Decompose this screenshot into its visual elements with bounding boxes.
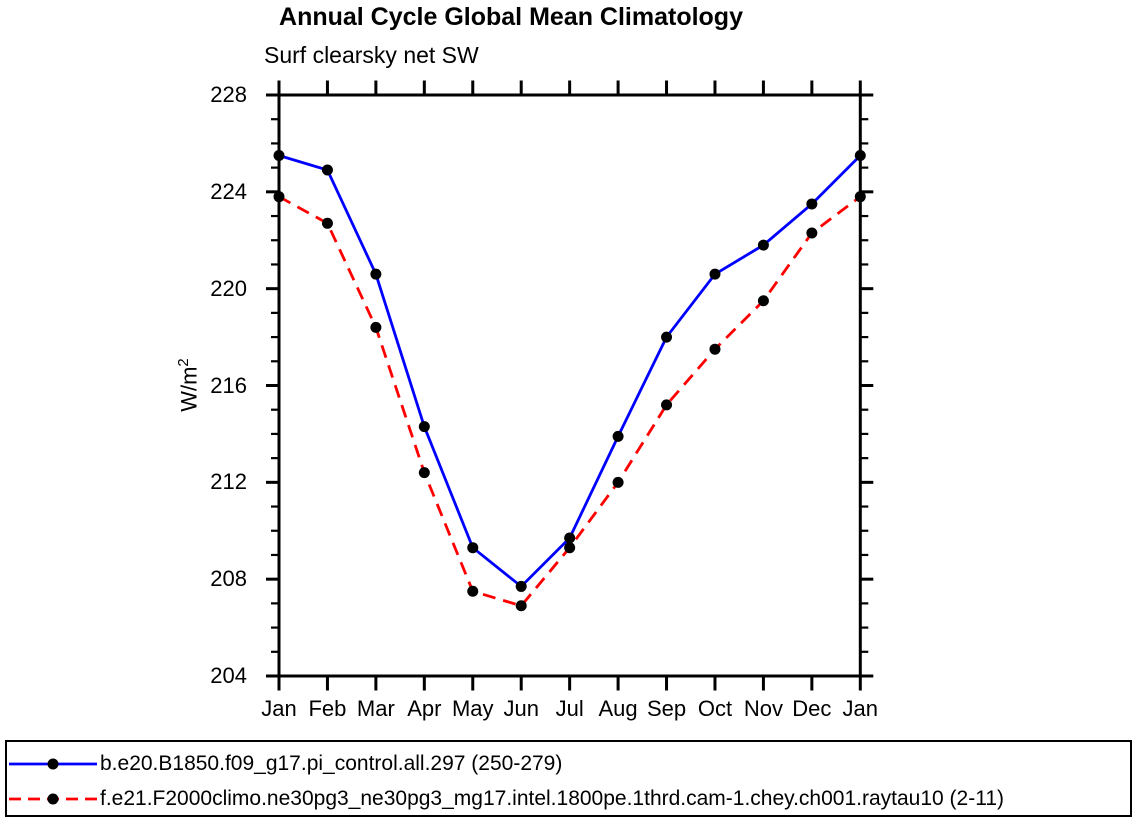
x-tick-label: Mar <box>356 696 395 721</box>
y-tick-label: 204 <box>210 663 247 688</box>
data-point-marker <box>273 191 285 203</box>
y-tick-label: 212 <box>210 469 247 495</box>
data-point-marker <box>321 164 333 176</box>
legend-item: f.e21.F2000climo.ne30pg3_ne30pg3_mg17.in… <box>9 784 1004 814</box>
data-point-marker <box>806 227 818 239</box>
data-point-marker <box>321 217 333 229</box>
chart-title: Annual Cycle Global Mean Climatology <box>279 3 743 31</box>
data-point-marker <box>273 150 285 162</box>
data-point-marker <box>418 467 430 479</box>
data-point-marker <box>709 343 721 355</box>
x-tick-label: May <box>451 696 494 721</box>
x-tick-label: Sep <box>646 696 687 721</box>
data-point-marker <box>370 321 382 333</box>
chart-subtitle: Surf clearsky net SW <box>264 42 479 68</box>
x-tick-label: Apr <box>407 696 442 721</box>
y-tick-label: 224 <box>210 178 247 204</box>
x-tick-label: Jul <box>555 696 584 721</box>
data-point-marker <box>370 268 382 280</box>
data-point-marker <box>854 150 866 162</box>
legend-line-sample <box>9 793 97 805</box>
x-tick-label: Aug <box>598 696 638 721</box>
y-tick-label: 228 <box>210 82 247 107</box>
y-tick-label: 216 <box>210 372 247 398</box>
data-point-marker <box>467 585 479 597</box>
legend-marker <box>47 758 59 770</box>
data-point-marker <box>418 421 430 433</box>
legend-label: f.e21.F2000climo.ne30pg3_ne30pg3_mg17.in… <box>100 787 1005 810</box>
x-tick-label: Dec <box>792 696 832 721</box>
data-point-marker <box>709 268 721 280</box>
legend: b.e20.B1850.f09_g17.pi_control.all.297 (… <box>5 740 1132 817</box>
data-point-marker <box>564 532 576 544</box>
legend-item: b.e20.B1850.f09_g17.pi_control.all.297 (… <box>9 749 562 779</box>
y-tick-label: 220 <box>210 275 247 301</box>
plot-frame <box>277 93 862 678</box>
data-point-marker <box>757 295 769 307</box>
x-tick-label: Oct <box>697 696 733 721</box>
x-tick-label: Jan <box>842 696 879 721</box>
data-point-marker <box>467 542 479 554</box>
data-point-marker <box>515 580 527 592</box>
series-line-0 <box>278 154 862 589</box>
data-point-marker <box>854 191 866 203</box>
y-tick-label: 208 <box>210 566 247 592</box>
data-point-marker <box>612 430 624 442</box>
legend-label: b.e20.B1850.f09_g17.pi_control.all.297 (… <box>100 752 563 775</box>
data-point-marker <box>661 331 673 343</box>
x-tick-label: Jan <box>261 696 297 721</box>
x-tick-label: Feb <box>308 696 347 721</box>
x-tick-label: Nov <box>743 696 783 721</box>
legend-marker <box>47 793 59 805</box>
data-point-marker <box>757 239 769 251</box>
data-point-marker <box>612 476 624 488</box>
data-point-marker <box>515 600 527 612</box>
x-tick-label: Jun <box>503 696 539 721</box>
data-point-marker <box>806 198 818 210</box>
data-point-marker <box>564 542 576 554</box>
legend-line-sample <box>9 758 97 770</box>
data-point-marker <box>661 399 673 411</box>
